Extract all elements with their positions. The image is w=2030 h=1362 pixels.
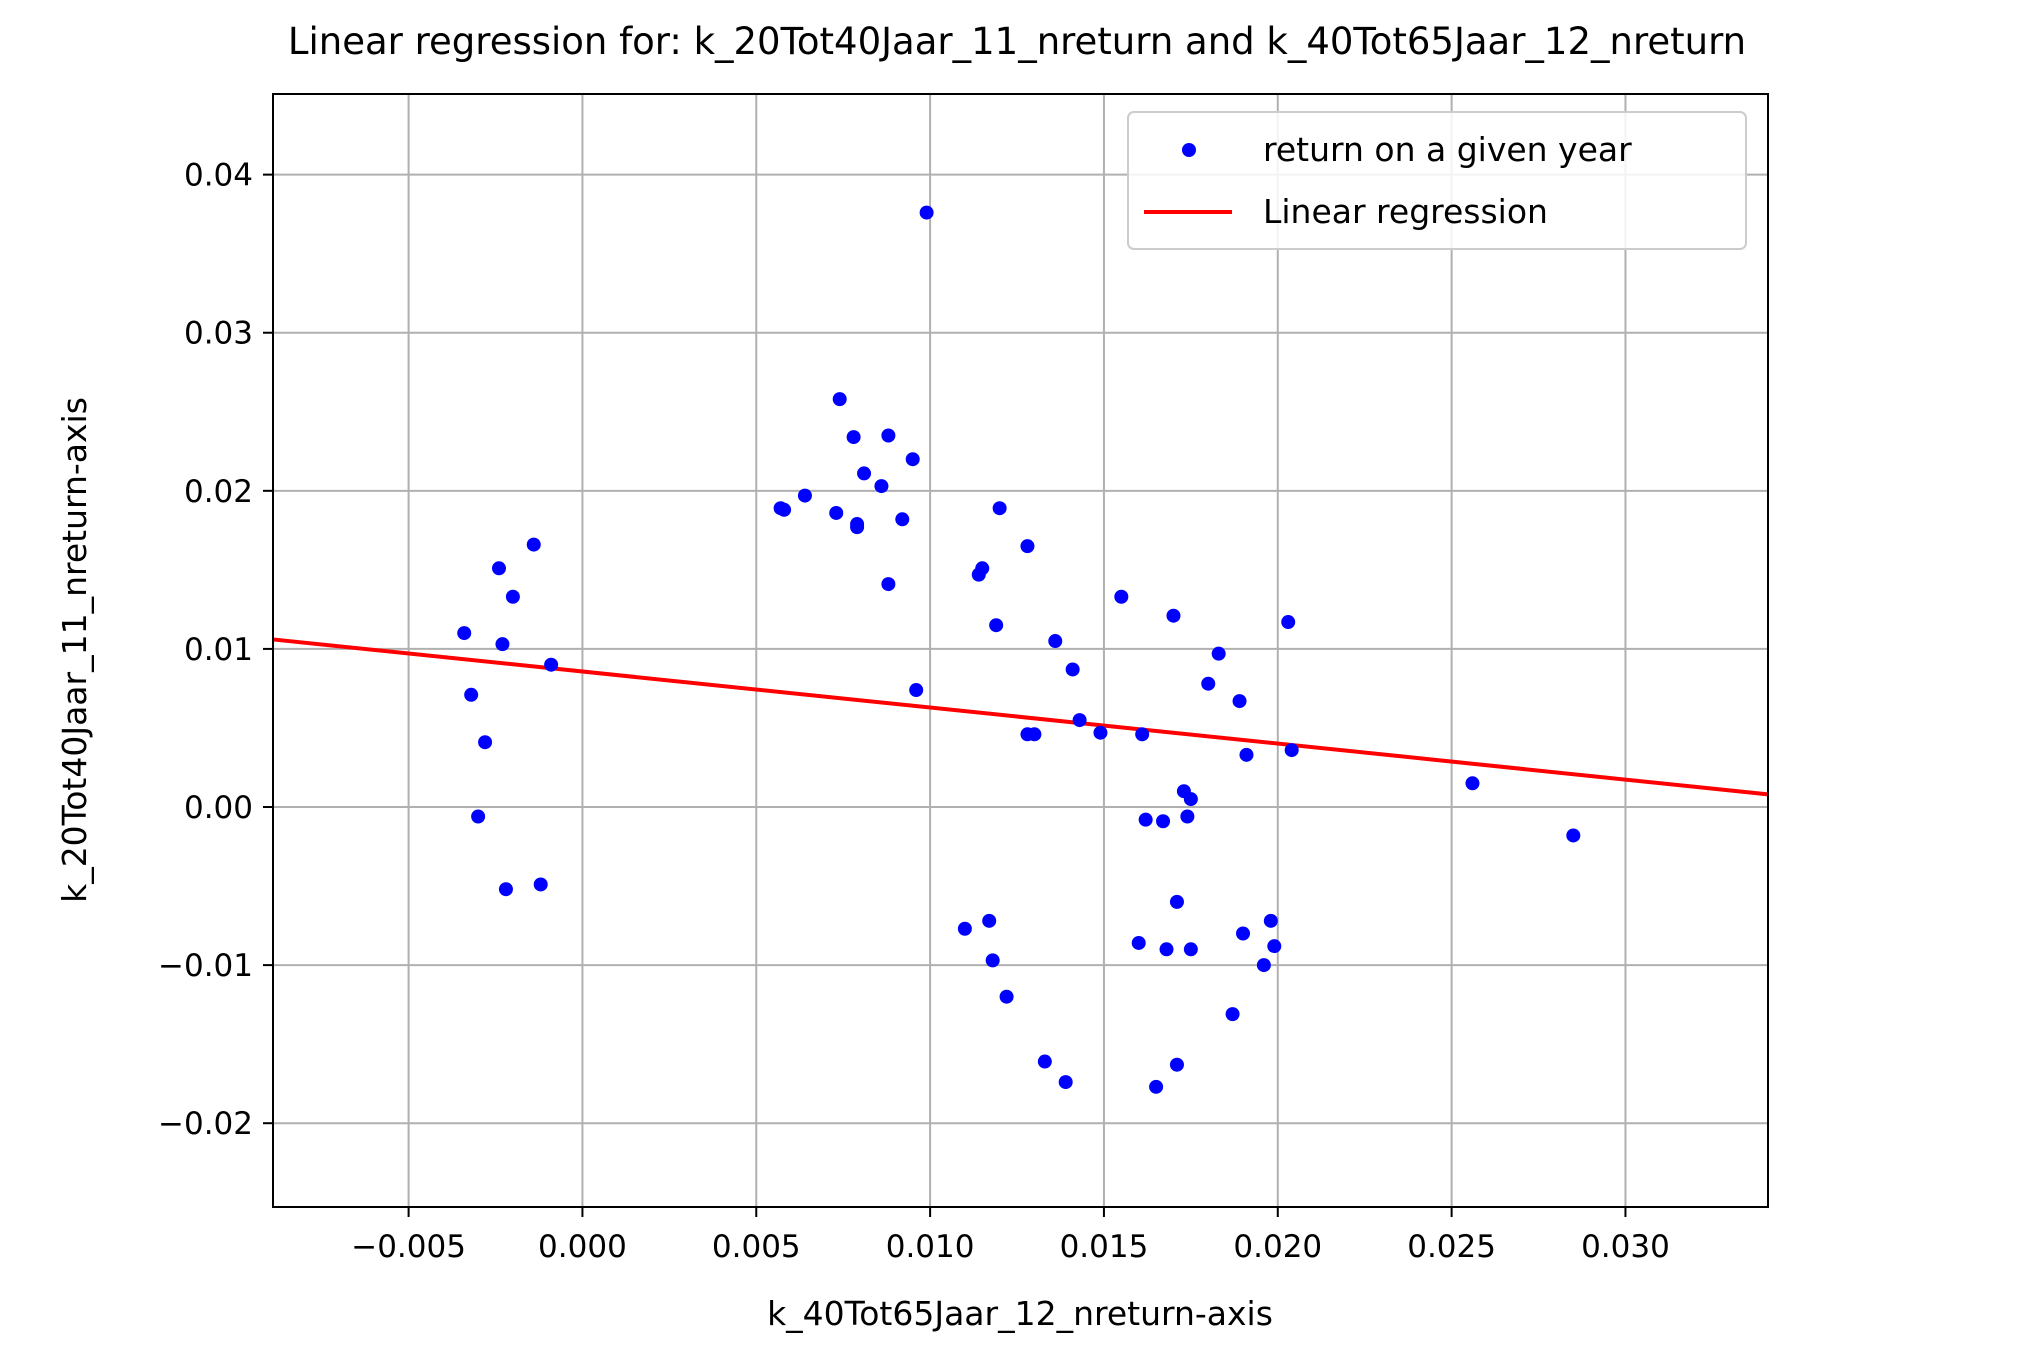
scatter-point [1114, 589, 1129, 604]
x-tick-label: 0.010 [886, 1229, 975, 1265]
scatter-point [881, 428, 896, 443]
x-axis-ticks: −0.005 0.000 0.005 0.010 0.015 0.020 0.025 0.03… [351, 1207, 1670, 1265]
scatter-point [1201, 676, 1216, 691]
scatter-point [975, 561, 990, 576]
scatter-point [1020, 539, 1035, 554]
scatter-point [1180, 809, 1195, 824]
scatter-point [1225, 1007, 1240, 1022]
scatter-point [832, 392, 847, 407]
scatter-point [909, 683, 924, 698]
x-tick-label: 0.025 [1407, 1229, 1496, 1265]
legend-label-scatter: return on a given year [1263, 130, 1632, 169]
scatter-point [895, 512, 910, 527]
y-tick-label: 0.02 [184, 474, 253, 510]
scatter-point [471, 809, 486, 824]
y-axis-ticks: −0.02 −0.01 0.00 0.01 0.02 0.03 0.04 [158, 158, 273, 1142]
scatter-point [1159, 942, 1174, 957]
y-tick-label: 0.00 [184, 790, 253, 826]
scatter-point [1183, 942, 1198, 957]
scatter-point [457, 626, 472, 641]
scatter-point [1284, 743, 1299, 758]
scatter-point [1232, 694, 1247, 709]
regression-line-series [272, 637, 1769, 797]
scatter-point [1135, 727, 1150, 742]
scatter-point [1465, 776, 1480, 791]
scatter-point [1072, 713, 1087, 728]
scatter-point [1263, 913, 1278, 928]
scatter-point [1037, 1054, 1052, 1069]
scatter-point [478, 735, 493, 750]
scatter-point [491, 561, 506, 576]
scatter-point [533, 877, 548, 892]
regression-line [272, 637, 1769, 797]
scatter-point [999, 989, 1014, 1004]
legend-label-line: Linear regression [1263, 192, 1548, 231]
scatter-point [1058, 1075, 1073, 1090]
scatter-point [850, 520, 865, 535]
scatter-point [985, 953, 1000, 968]
y-axis-label: k_20Tot40Jaar_11_nreturn-axis [55, 397, 94, 903]
scatter-point [1267, 939, 1282, 954]
scatter-point [1131, 935, 1146, 950]
legend-box [1127, 111, 1747, 250]
scatter-point [495, 637, 510, 652]
scatter-point [1169, 894, 1184, 909]
scatter-point [1281, 615, 1296, 630]
x-tick-label: 0.015 [1060, 1229, 1149, 1265]
scatter-point [905, 452, 920, 467]
scatter-point [1236, 926, 1251, 941]
scatter-point [544, 657, 559, 672]
scatter-point [464, 687, 479, 702]
y-tick-label: −0.01 [158, 948, 253, 984]
x-tick-label: −0.005 [351, 1229, 466, 1265]
scatter-point [992, 501, 1007, 516]
x-axis-label: k_40Tot65Jaar_12_nreturn-axis [767, 1294, 1273, 1333]
scatter-point [881, 577, 896, 592]
scatter-point [1093, 725, 1108, 740]
scatter-point [1183, 792, 1198, 807]
scatter-point [498, 882, 513, 897]
scatter-point [1156, 814, 1171, 829]
scatter-point [777, 502, 792, 517]
legend: return on a given year Linear regression [1127, 111, 1747, 250]
plot-frame [272, 93, 1769, 1208]
scatter-point [1566, 828, 1581, 843]
scatter-point [1239, 747, 1254, 762]
scatter-point [919, 205, 934, 220]
x-tick-label: 0.000 [538, 1229, 627, 1265]
scatter-point [1166, 608, 1181, 623]
scatter-point [1065, 662, 1080, 677]
chart-title: Linear regression for: k_20Tot40Jaar_11_… [288, 20, 1746, 63]
scatter-point [829, 505, 844, 520]
scatter-point [957, 921, 972, 936]
x-tick-label: 0.020 [1233, 1229, 1322, 1265]
y-tick-label: 0.04 [184, 158, 253, 194]
scatter-point [526, 537, 541, 552]
scatter-point [1048, 634, 1063, 649]
scatter-point [1256, 958, 1271, 973]
scatter-point [505, 589, 520, 604]
scatter-point [989, 618, 1004, 633]
scatter-point [857, 466, 872, 481]
scatter-point [846, 430, 861, 445]
x-tick-label: 0.030 [1581, 1229, 1670, 1265]
scatter-point [1138, 812, 1153, 827]
legend-scatter-marker [1182, 143, 1196, 157]
scatter-point [1211, 646, 1226, 661]
scatter-series [457, 205, 1581, 1094]
scatter-point [982, 913, 997, 928]
scatter-point [1027, 727, 1042, 742]
grid [273, 94, 1768, 1207]
x-tick-label: 0.005 [712, 1229, 801, 1265]
scatter-point [1149, 1079, 1164, 1094]
y-tick-label: 0.03 [184, 316, 253, 352]
y-tick-label: 0.01 [184, 632, 253, 668]
scatter-point [874, 479, 889, 494]
scatter-point [797, 488, 812, 503]
y-tick-label: −0.02 [158, 1106, 253, 1142]
scatter-point [1169, 1057, 1184, 1072]
